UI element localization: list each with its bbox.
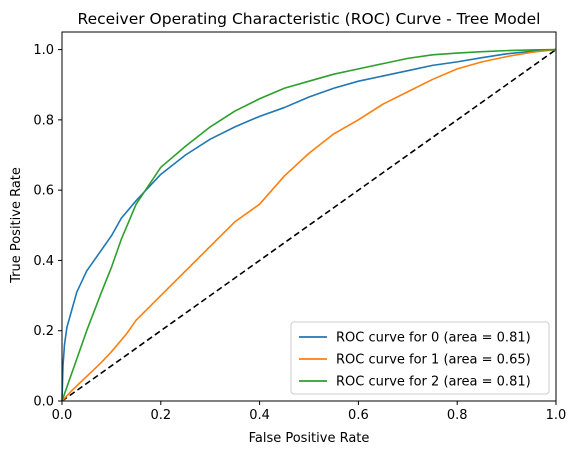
y-axis-label: True Positive Rate [9, 167, 24, 284]
x-tick-label: 0.6 [348, 408, 369, 423]
y-tick-label: 0.8 [33, 113, 54, 128]
chart-title: Receiver Operating Characteristic (ROC) … [78, 10, 541, 28]
series-line-2 [61, 48, 557, 402]
x-tick-label: 0.4 [249, 408, 270, 423]
x-tick-label: 0.8 [447, 408, 468, 423]
series-line-0 [61, 48, 557, 402]
plot-area: 0.0 0.2 0.4 0.6 0.8 1.0 0.0 0.2 0.4 0.6 0.8 1.0 [33, 31, 567, 423]
y-tick-label: 0.6 [33, 184, 54, 199]
y-tick-label: 0.2 [33, 324, 54, 339]
legend-label-0: ROC curve for 0 (area = 0.81) [336, 331, 531, 346]
x-tick-label: 0.0 [52, 408, 73, 423]
legend-label-2: ROC curve for 2 (area = 0.81) [336, 375, 531, 390]
y-tick-label: 1.0 [33, 43, 54, 58]
legend-label-1: ROC curve for 1 (area = 0.65) [336, 353, 531, 368]
x-axis-label: False Positive Rate [249, 431, 370, 446]
x-tick-label: 0.2 [150, 408, 171, 423]
reference-diagonal-line [61, 48, 557, 402]
series-line-1 [61, 48, 557, 402]
plot-frame [61, 31, 557, 402]
y-tick-label: 0.4 [33, 254, 54, 269]
x-tick-label: 1.0 [546, 408, 567, 423]
legend: ROC curve for 0 (area = 0.81) ROC curve f… [290, 321, 550, 395]
y-tick-label: 0.0 [33, 395, 54, 410]
legend-box [290, 321, 550, 395]
